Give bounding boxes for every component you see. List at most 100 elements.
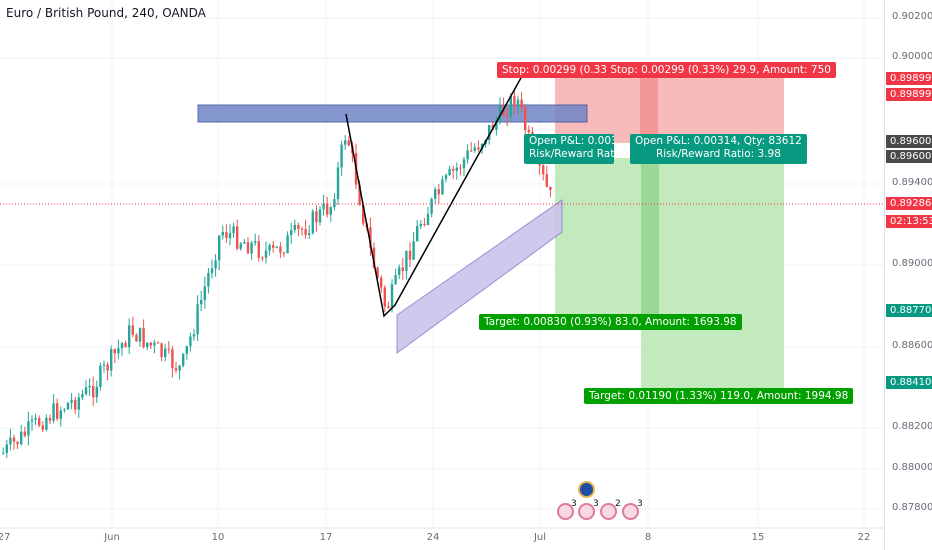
stop-price-tag: 0.89899 xyxy=(886,88,932,101)
date-axis-label: 17 xyxy=(319,532,333,543)
candle-body xyxy=(156,342,160,344)
candle-body xyxy=(225,232,228,239)
candle-body xyxy=(239,243,242,249)
candle-body xyxy=(164,348,167,358)
candle-body xyxy=(146,342,149,348)
candle-body xyxy=(63,409,66,411)
candle-body xyxy=(412,241,415,260)
candle-body xyxy=(128,325,131,348)
uk-flag-icon[interactable] xyxy=(578,503,595,520)
candle-body xyxy=(5,444,8,454)
target-label-2[interactable]: Target: 0.01190 (1.33%) 119.0, Amount: 1… xyxy=(584,388,854,404)
event-count: 3 xyxy=(637,499,643,509)
candle-body xyxy=(333,199,336,208)
candle-body xyxy=(135,334,138,342)
candle-body xyxy=(520,99,523,108)
candle-body xyxy=(401,267,404,272)
pnl-left-line2: Risk/Reward Rat xyxy=(529,148,614,160)
candle-body xyxy=(268,245,271,251)
candle-body xyxy=(459,167,462,169)
candle-body xyxy=(142,327,145,348)
eu-flag-icon[interactable] xyxy=(578,481,595,498)
candle-body xyxy=(344,140,347,145)
candle-body xyxy=(444,174,448,180)
candle-body xyxy=(120,343,124,349)
ascending-channel xyxy=(396,199,563,354)
uk-flag-icon[interactable] xyxy=(600,503,617,520)
candle-body xyxy=(293,224,296,231)
candle-body xyxy=(347,140,350,146)
candle-body xyxy=(340,144,343,168)
candle-body xyxy=(200,299,203,305)
price-axis-label: 0.88600 xyxy=(892,340,932,351)
candle-body xyxy=(308,233,311,235)
candle-body xyxy=(545,174,548,187)
resistance-zone xyxy=(197,104,588,123)
candle-body xyxy=(81,394,84,398)
price-axis-label: 0.90200 xyxy=(892,11,932,22)
target-label-1[interactable]: Target: 0.00830 (0.93%) 83.0, Amount: 16… xyxy=(479,314,742,330)
candle-body xyxy=(272,245,275,248)
date-axis-label: 22 xyxy=(857,532,871,543)
candle-body xyxy=(59,410,62,419)
candle-body xyxy=(318,209,322,223)
candle-body xyxy=(189,336,192,347)
candle-body xyxy=(455,167,458,171)
candle-body xyxy=(315,211,318,223)
candle-body xyxy=(185,346,188,354)
date-axis-label: 8 xyxy=(644,532,652,543)
candle-body xyxy=(322,203,325,210)
price-axis-label: 0.88000 xyxy=(892,462,932,473)
candle-body xyxy=(153,342,156,346)
candle-body xyxy=(48,417,52,421)
candle-body xyxy=(441,179,444,195)
candle-body xyxy=(326,203,329,215)
uk-flag-icon[interactable] xyxy=(557,503,574,520)
last-price-tag: 0.89286 xyxy=(886,197,932,210)
candle-body xyxy=(214,260,217,269)
candle-body xyxy=(527,129,530,133)
stop-label[interactable]: Stop: 0.00299 (0.33 Stop: 0.00299 (0.33%… xyxy=(497,62,836,78)
pnl-label[interactable]: Open P&L: 0.00314, Qty: 83612 Risk/Rewar… xyxy=(630,134,807,164)
stop-zone xyxy=(555,75,784,143)
date-axis-label: 24 xyxy=(426,532,440,543)
candle-body xyxy=(30,419,34,422)
candle-body xyxy=(124,343,127,348)
uk-flag-icon[interactable] xyxy=(622,503,639,520)
stop-zone-overlap xyxy=(640,75,658,143)
candle-body xyxy=(264,250,268,258)
candle-body xyxy=(376,267,379,278)
candle-body xyxy=(405,250,408,272)
candle-body xyxy=(516,99,520,107)
candle-body xyxy=(282,252,286,254)
target-zone-1 xyxy=(555,158,641,315)
date-axis-label: 15 xyxy=(751,532,765,543)
candle-body xyxy=(372,247,376,268)
candle-body xyxy=(23,431,26,436)
candle-body xyxy=(66,402,70,410)
candle-body xyxy=(477,147,480,150)
candle-body xyxy=(228,233,232,239)
target-zone-2 xyxy=(641,158,784,388)
candle-body xyxy=(56,403,59,419)
countdown-tag: 02:13:53 xyxy=(886,215,932,228)
candle-body xyxy=(2,453,5,455)
candle-body xyxy=(394,274,397,285)
candle-body xyxy=(380,277,383,288)
event-count: 3 xyxy=(593,499,599,509)
candle-body xyxy=(243,242,246,244)
candle-body xyxy=(329,207,332,215)
candle-body xyxy=(45,417,48,430)
candle-body xyxy=(383,287,386,307)
candle-body xyxy=(419,223,422,227)
event-count: 3 xyxy=(571,499,577,509)
candle-body xyxy=(297,224,300,229)
candle-body xyxy=(462,159,466,169)
candle-body xyxy=(41,425,44,430)
candle-body xyxy=(99,365,102,388)
price-axis-label: 0.87800 xyxy=(892,502,932,513)
candle-body xyxy=(95,387,98,398)
candle-body xyxy=(549,186,552,190)
candle-body xyxy=(74,399,77,410)
